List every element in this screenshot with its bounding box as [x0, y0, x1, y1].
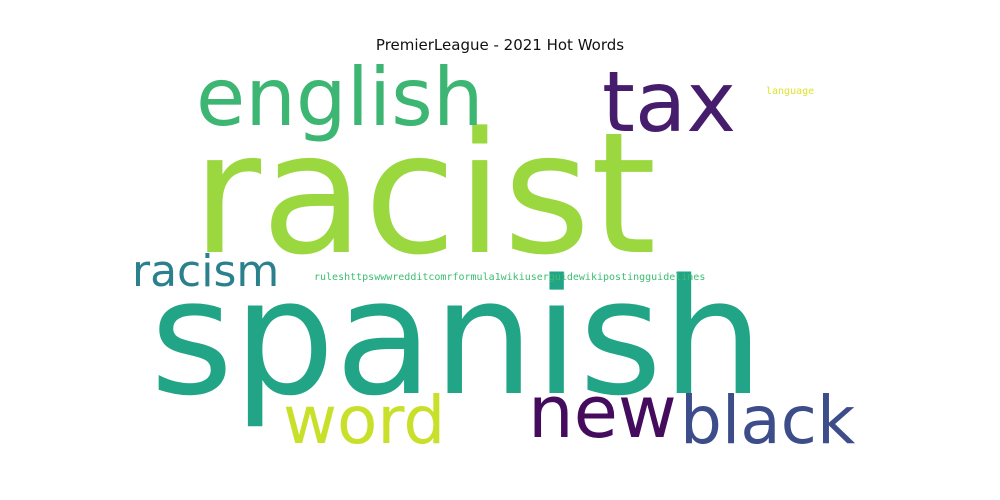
word-racist: racist — [192, 96, 657, 292]
word-word: word — [283, 382, 446, 459]
word-ruleshttps: ruleshttpswwwredditcomrformula1wikiuserg… — [314, 272, 706, 283]
word-language: language — [766, 86, 815, 97]
word-new: new — [528, 370, 677, 454]
word-tax: tax — [602, 53, 737, 151]
word-spanish: spanish — [150, 244, 764, 431]
word-english: english — [196, 51, 484, 144]
word-black: black — [680, 382, 856, 459]
chart-title: PremierLeague - 2021 Hot Words — [375, 36, 625, 54]
word-racism: racism — [132, 246, 280, 297]
